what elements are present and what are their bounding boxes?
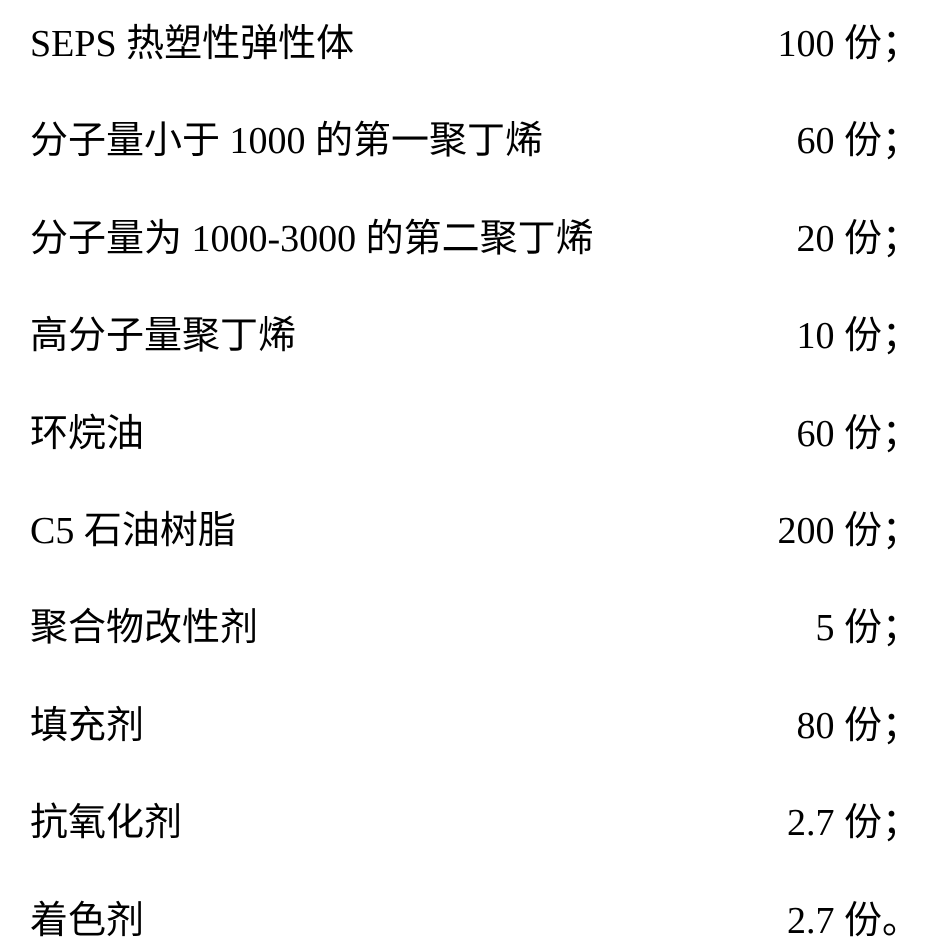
ingredient-label: 抗氧化剂 bbox=[30, 799, 182, 848]
table-row: 高分子量聚丁烯 10 份； bbox=[30, 312, 920, 361]
ingredient-label: 环烷油 bbox=[30, 410, 144, 459]
ingredient-label: 分子量为 1000-3000 的第二聚丁烯 bbox=[30, 215, 594, 264]
ingredient-label: 高分子量聚丁烯 bbox=[30, 312, 296, 361]
table-row: 聚合物改性剂 5 份； bbox=[30, 604, 920, 653]
ingredient-label: 着色剂 bbox=[30, 897, 144, 946]
ingredient-value: 5 份； bbox=[815, 604, 920, 653]
table-row: 分子量为 1000-3000 的第二聚丁烯 20 份； bbox=[30, 215, 920, 264]
ingredient-list: SEPS 热塑性弹性体 100 份； 分子量小于 1000 的第一聚丁烯 60 … bbox=[30, 20, 920, 946]
table-row: 抗氧化剂 2.7 份； bbox=[30, 799, 920, 848]
ingredient-value: 2.7 份； bbox=[787, 799, 920, 848]
table-row: C5 石油树脂 200 份； bbox=[30, 507, 920, 556]
ingredient-value: 2.7 份。 bbox=[787, 897, 920, 946]
ingredient-value: 100 份； bbox=[777, 20, 920, 69]
table-row: 填充剂 80 份； bbox=[30, 702, 920, 751]
ingredient-label: C5 石油树脂 bbox=[30, 507, 236, 556]
table-row: 分子量小于 1000 的第一聚丁烯 60 份； bbox=[30, 117, 920, 166]
table-row: SEPS 热塑性弹性体 100 份； bbox=[30, 20, 920, 69]
ingredient-value: 200 份； bbox=[777, 507, 920, 556]
ingredient-value: 60 份； bbox=[796, 117, 920, 166]
ingredient-label: 分子量小于 1000 的第一聚丁烯 bbox=[30, 117, 543, 166]
ingredient-label: 聚合物改性剂 bbox=[30, 604, 258, 653]
ingredient-value: 80 份； bbox=[796, 702, 920, 751]
ingredient-value: 20 份； bbox=[796, 215, 920, 264]
table-row: 环烷油 60 份； bbox=[30, 410, 920, 459]
ingredient-label: SEPS 热塑性弹性体 bbox=[30, 20, 354, 69]
ingredient-value: 60 份； bbox=[796, 410, 920, 459]
ingredient-value: 10 份； bbox=[796, 312, 920, 361]
table-row: 着色剂 2.7 份。 bbox=[30, 897, 920, 946]
ingredient-label: 填充剂 bbox=[30, 702, 144, 751]
